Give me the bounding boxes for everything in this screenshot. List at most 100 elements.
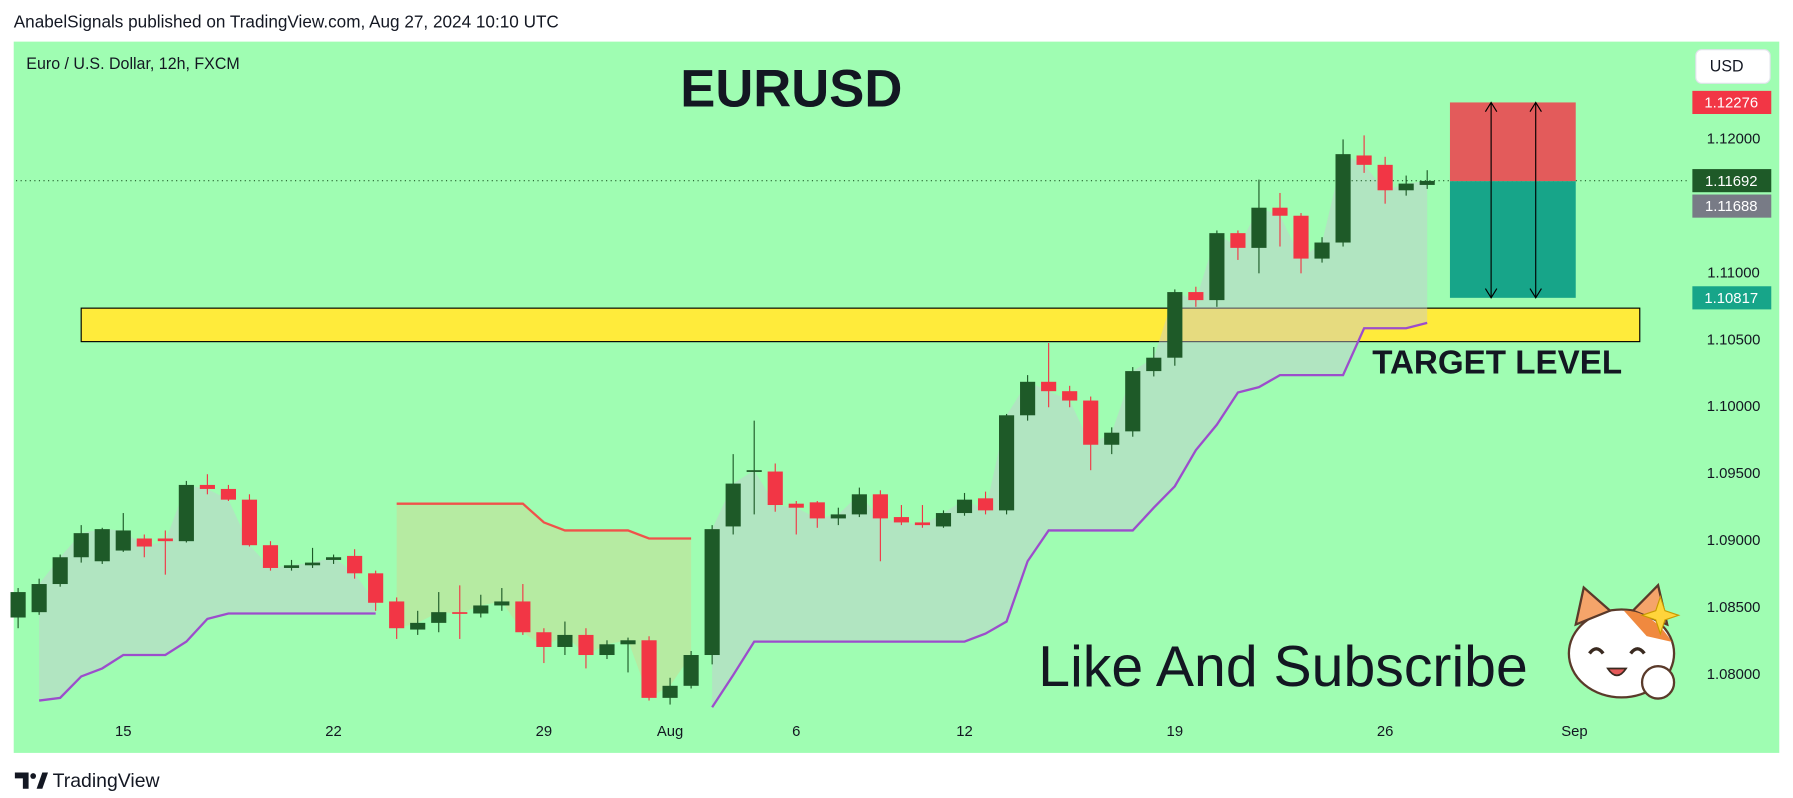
currency-button[interactable] [1695, 49, 1771, 84]
x-tick-label: 26 [1377, 723, 1394, 740]
candle-body [515, 601, 531, 633]
candle-body [10, 592, 26, 618]
price-label: 1.11688 [1705, 198, 1758, 215]
candle-body [1188, 292, 1204, 301]
candle-body [473, 605, 489, 614]
candle-body [767, 471, 783, 506]
candle-body [683, 655, 699, 686]
candle-body [283, 565, 300, 568]
candle-body [368, 573, 384, 603]
target-zone [80, 307, 1641, 343]
trend-fill [396, 503, 692, 698]
candle-body [704, 529, 720, 656]
arrow-head [1484, 288, 1498, 299]
candle-body [977, 498, 994, 511]
y-tick-label: 1.09000 [1707, 532, 1761, 549]
cat-sticker [1567, 582, 1681, 700]
trend-line [396, 502, 692, 540]
candle-body [1104, 432, 1120, 445]
candle-body [326, 557, 342, 560]
candle-body [115, 530, 131, 551]
price-label: 1.12276 [1704, 94, 1758, 111]
candle-body [935, 513, 952, 527]
candle-body [494, 601, 510, 606]
candle-body [241, 499, 258, 546]
y-tick-label: 1.10500 [1707, 331, 1761, 348]
y-tick-label: 1.11000 [1707, 264, 1760, 281]
price-label-box [1692, 169, 1772, 193]
x-tick-label: 6 [792, 723, 800, 740]
candle-body [1167, 292, 1183, 358]
chart-title: EURUSD [680, 59, 902, 118]
y-tick-label: 1.08500 [1707, 599, 1761, 616]
candle-body [1335, 154, 1351, 243]
zone-label: TARGET LEVEL [1372, 344, 1622, 381]
arrow-head [1484, 101, 1498, 112]
candle-body [956, 499, 973, 514]
x-tick-label: Sep [1561, 723, 1587, 740]
candle-body [410, 622, 426, 630]
candle-body [304, 562, 321, 566]
candle-body [347, 555, 363, 574]
candle-body [1230, 233, 1246, 248]
y-tick-label: 1.08000 [1707, 666, 1761, 683]
y-tick-label: 1.10000 [1707, 398, 1761, 415]
x-tick-label: 22 [325, 723, 342, 740]
candle-body [431, 612, 447, 623]
y-tick-label: 1.09500 [1707, 465, 1761, 482]
trend-line [39, 321, 1428, 708]
candle-body [1041, 381, 1057, 392]
candle-body [1356, 155, 1372, 165]
candle-body [31, 584, 47, 613]
candle-body [914, 522, 931, 526]
candle-body [73, 533, 89, 558]
x-tick-label: Aug [657, 723, 683, 740]
candle-body [1398, 183, 1414, 191]
candle-body [1293, 215, 1309, 259]
price-label: 1.10817 [1704, 290, 1758, 307]
candle-body [809, 502, 825, 519]
candle-body [94, 529, 110, 562]
candle-body [872, 494, 888, 519]
candle-body [1314, 242, 1330, 259]
candle-body [830, 514, 846, 519]
candle-body [1272, 207, 1288, 216]
x-tick-label: 19 [1167, 723, 1184, 740]
candle-body [662, 685, 678, 698]
trend-fill [712, 154, 1428, 708]
candle-body [620, 640, 636, 645]
candle-body [1083, 400, 1099, 445]
symbol-info: Euro / U.S. Dollar, 12h, FXCM [26, 55, 239, 73]
candle-body [262, 545, 279, 568]
price-label-box [1692, 286, 1772, 310]
candle-body [1062, 391, 1078, 401]
candle-body [220, 488, 236, 500]
price-label-box [1692, 90, 1772, 115]
y-tick-label: 1.12000 [1707, 130, 1761, 147]
arrow-head [1529, 101, 1542, 112]
candle-body [52, 557, 68, 585]
candle-body [1251, 207, 1267, 248]
candle-body [199, 484, 215, 489]
candle-body [746, 470, 762, 472]
candle-body [788, 503, 804, 508]
annotation: Like And Subscribe [1038, 635, 1527, 699]
candle-body [1419, 180, 1435, 185]
candle-body [557, 634, 573, 647]
candle-body [178, 484, 194, 542]
candle-body [641, 640, 657, 698]
candle-body [1125, 371, 1141, 432]
price-label: 1.11692 [1705, 173, 1758, 190]
price-label-box [1692, 194, 1772, 218]
arrow-head [1529, 288, 1542, 299]
candle-body [1377, 164, 1393, 191]
candle-body [536, 632, 552, 647]
candle-body [136, 538, 152, 547]
candle-body [1020, 381, 1036, 416]
candle-body [851, 494, 867, 515]
publish-header: AnabelSignals published on TradingView.c… [14, 12, 559, 32]
plot-layer: 1.12000 1.11000 1.10500 1.10000 1.09500 1.090… [10, 90, 1772, 740]
candle-body [725, 483, 741, 527]
